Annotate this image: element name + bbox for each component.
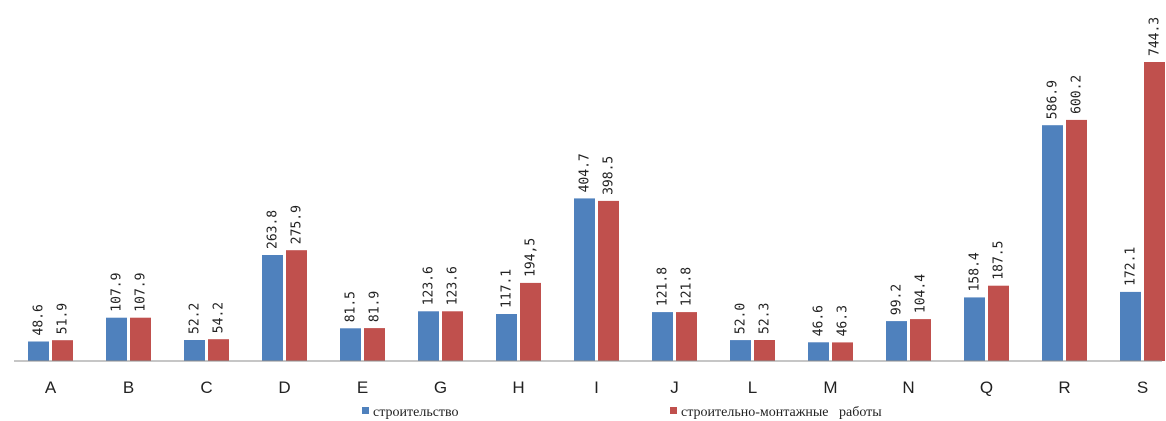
value-label-series-2-J: 121.8 (680, 267, 695, 306)
bar-series-2-H (520, 282, 541, 361)
category-label-L: L (748, 378, 757, 397)
value-label-series-2-S: 744.3 (1148, 17, 1163, 56)
bar-series-1-S (1120, 291, 1141, 361)
bar-series-2-D (286, 250, 307, 361)
bar-series-1-B (106, 317, 127, 361)
legend: строительство строительно-монтажные рабо… (362, 405, 882, 420)
value-label-series-1-E: 81.5 (344, 291, 359, 322)
legend-label-series-2: строительно-монтажные работы (681, 405, 882, 420)
value-label-series-2-G: 123.6 (446, 266, 461, 305)
bar-series-1-A (28, 341, 49, 361)
bar-series-1-Q (964, 297, 985, 361)
bar-series-2-L (754, 340, 775, 361)
value-label-series-1-J: 121.8 (656, 267, 671, 306)
value-label-series-2-Q: 187.5 (992, 241, 1007, 280)
bar-series-1-N (886, 321, 907, 361)
value-label-series-1-N: 99.2 (890, 284, 905, 315)
category-label-E: E (357, 378, 368, 397)
bar-series-2-S (1144, 62, 1165, 361)
bars-group (28, 62, 1165, 362)
legend-swatch-series-1 (362, 407, 369, 414)
value-label-series-1-A: 48.6 (32, 304, 47, 335)
bar-series-2-C (208, 339, 229, 361)
category-label-B: B (123, 378, 134, 397)
category-label-N: N (902, 378, 914, 397)
category-label-Q: Q (980, 378, 993, 397)
bar-series-2-I (598, 200, 619, 361)
bar-series-2-N (910, 319, 931, 361)
category-label-J: J (670, 378, 679, 397)
bar-series-1-E (340, 328, 361, 361)
value-label-series-2-M: 46.3 (836, 305, 851, 336)
value-label-series-2-D: 275.9 (290, 205, 305, 244)
bar-series-2-G (442, 311, 463, 361)
value-label-series-2-L: 52.3 (758, 303, 773, 334)
bar-series-2-E (364, 328, 385, 361)
value-label-series-2-B: 107.9 (134, 273, 149, 312)
bar-series-2-A (52, 340, 73, 361)
bar-series-2-B (130, 317, 151, 361)
value-label-series-1-D: 263.8 (266, 210, 281, 249)
bar-series-2-Q (988, 285, 1009, 361)
value-label-series-2-A: 51.9 (56, 303, 71, 334)
category-label-G: G (434, 378, 447, 397)
bar-series-2-J (676, 312, 697, 361)
legend-swatch-series-2 (670, 407, 677, 414)
value-label-series-1-G: 123.6 (422, 266, 437, 305)
value-label-series-1-C: 52.2 (188, 303, 203, 334)
category-label-C: C (200, 378, 212, 397)
value-label-series-1-S: 172.1 (1124, 247, 1139, 286)
bar-series-1-R (1042, 125, 1063, 361)
value-label-series-1-I: 404.7 (578, 153, 593, 192)
bar-series-1-C (184, 340, 205, 361)
value-label-series-2-H: 194,5 (524, 238, 539, 277)
bar-series-1-L (730, 340, 751, 361)
value-label-series-2-E: 81.9 (368, 291, 383, 322)
value-label-series-2-I: 398.5 (602, 156, 617, 195)
value-label-series-1-Q: 158.4 (968, 252, 983, 291)
bar-series-1-D (262, 255, 283, 361)
category-label-I: I (594, 378, 599, 397)
value-label-series-1-L: 52.0 (734, 303, 749, 334)
value-label-series-2-R: 600.2 (1070, 75, 1085, 114)
value-label-series-2-C: 54.2 (212, 302, 227, 333)
value-label-series-2-N: 104.4 (914, 274, 929, 313)
bar-series-1-H (496, 314, 517, 361)
value-label-series-1-H: 117.1 (500, 269, 515, 308)
bar-series-1-M (808, 342, 829, 361)
value-label-series-1-R: 586.9 (1046, 80, 1061, 119)
bar-series-2-M (832, 342, 853, 361)
category-label-S: S (1137, 378, 1148, 397)
bar-series-1-I (574, 198, 595, 361)
bar-series-1-G (418, 311, 439, 361)
category-label-A: A (45, 378, 57, 397)
bar-series-1-J (652, 312, 673, 361)
category-label-H: H (512, 378, 524, 397)
bar-series-2-R (1066, 119, 1087, 362)
value-label-series-1-M: 46.6 (812, 305, 827, 336)
category-label-M: M (823, 378, 837, 397)
value-labels-group: 48.6 51.9 107.9 107.9 52.2 54.2 263.8 275.9 81.5… (32, 17, 1163, 337)
value-label-series-1-B: 107.9 (110, 273, 125, 312)
legend-label-series-1: строительство (373, 405, 459, 420)
category-label-D: D (278, 378, 290, 397)
category-label-R: R (1058, 378, 1070, 397)
